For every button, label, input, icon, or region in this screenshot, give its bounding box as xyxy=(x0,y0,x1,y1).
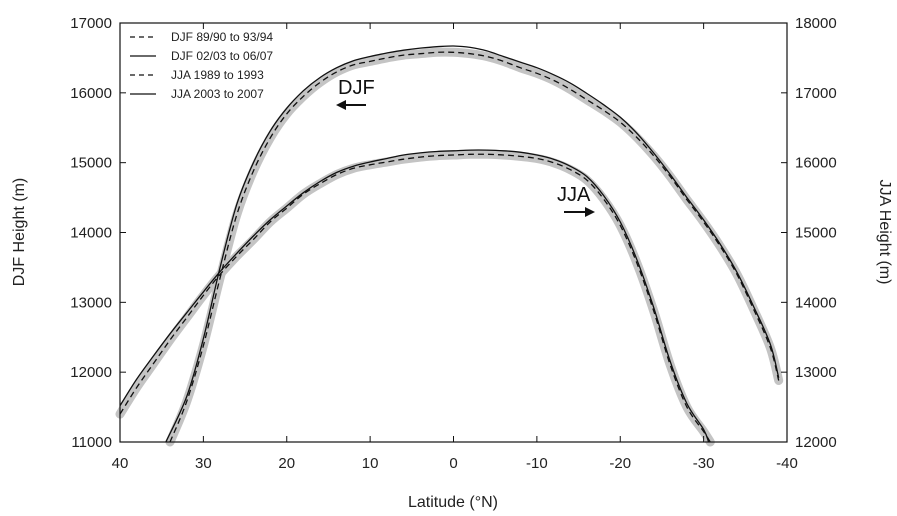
y-right-tick-label: 17000 xyxy=(795,85,837,102)
y-right-tick-label: 12000 xyxy=(795,434,837,451)
y-left-tick-label: 11000 xyxy=(71,434,112,451)
variability-band-0 xyxy=(165,47,784,447)
x-tick-label: -10 xyxy=(526,455,548,472)
annotation-jja-label: JJA xyxy=(557,184,591,206)
y-left-tick-label: 13000 xyxy=(70,294,112,311)
plot-frame xyxy=(119,22,788,443)
series-line-3 xyxy=(119,149,710,443)
legend-label-djf-early: DJF 89/90 to 93/94 xyxy=(171,30,273,44)
legend-label-djf-late: DJF 02/03 to 06/07 xyxy=(171,49,273,63)
y-right-tick-label: 16000 xyxy=(795,155,837,172)
y-axis-left-title: DJF Height (m) xyxy=(11,178,28,286)
legend: DJF 89/90 to 93/94 DJF 02/03 to 06/07 JJ… xyxy=(130,30,273,101)
y-right-tick-label: 14000 xyxy=(795,294,837,311)
x-tick-label: -30 xyxy=(693,455,715,472)
annotation-djf-label: DJF xyxy=(338,77,375,99)
y-right-tick-label: 18000 xyxy=(795,15,837,32)
series-line-2 xyxy=(119,153,711,443)
x-tick-label: -40 xyxy=(776,455,798,472)
legend-label-jja-early: JJA 1989 to 1993 xyxy=(171,68,264,82)
y-axis-right: 12000 13000 14000 15000 16000 17000 18000 xyxy=(781,15,837,451)
x-axis: 40 30 20 10 0 -10 -20 -30 -40 xyxy=(112,23,798,472)
annotation-djf: DJF xyxy=(336,77,375,110)
series-line-1 xyxy=(165,45,780,443)
arrow-right-icon xyxy=(585,207,595,217)
x-axis-title: Latitude (°N) xyxy=(408,494,498,511)
series-line-0 xyxy=(169,51,780,443)
y-left-tick-label: 15000 xyxy=(70,155,112,172)
y-axis-right-title: JJA Height (m) xyxy=(876,180,893,285)
x-tick-label: 20 xyxy=(278,455,295,472)
y-right-tick-label: 13000 xyxy=(795,364,837,381)
x-tick-label: -20 xyxy=(609,455,631,472)
x-tick-label: 40 xyxy=(112,455,129,472)
y-left-tick-label: 17000 xyxy=(70,15,112,32)
y-axis-left: 11000 12000 13000 14000 15000 16000 17000 xyxy=(70,15,126,451)
annotation-jja: JJA xyxy=(557,184,595,217)
y-left-tick-label: 12000 xyxy=(70,364,112,381)
arrow-left-head-icon xyxy=(336,100,346,110)
x-tick-label: 30 xyxy=(195,455,212,472)
y-left-tick-label: 16000 xyxy=(70,85,112,102)
legend-label-jja-late: JJA 2003 to 2007 xyxy=(171,87,264,101)
variability-bands xyxy=(115,47,784,447)
x-tick-label: 10 xyxy=(362,455,379,472)
series-lines xyxy=(119,45,780,443)
variability-band-2 xyxy=(115,149,715,447)
x-tick-label: 0 xyxy=(449,455,457,472)
y-left-tick-label: 14000 xyxy=(70,225,112,242)
y-right-tick-label: 15000 xyxy=(795,225,837,242)
